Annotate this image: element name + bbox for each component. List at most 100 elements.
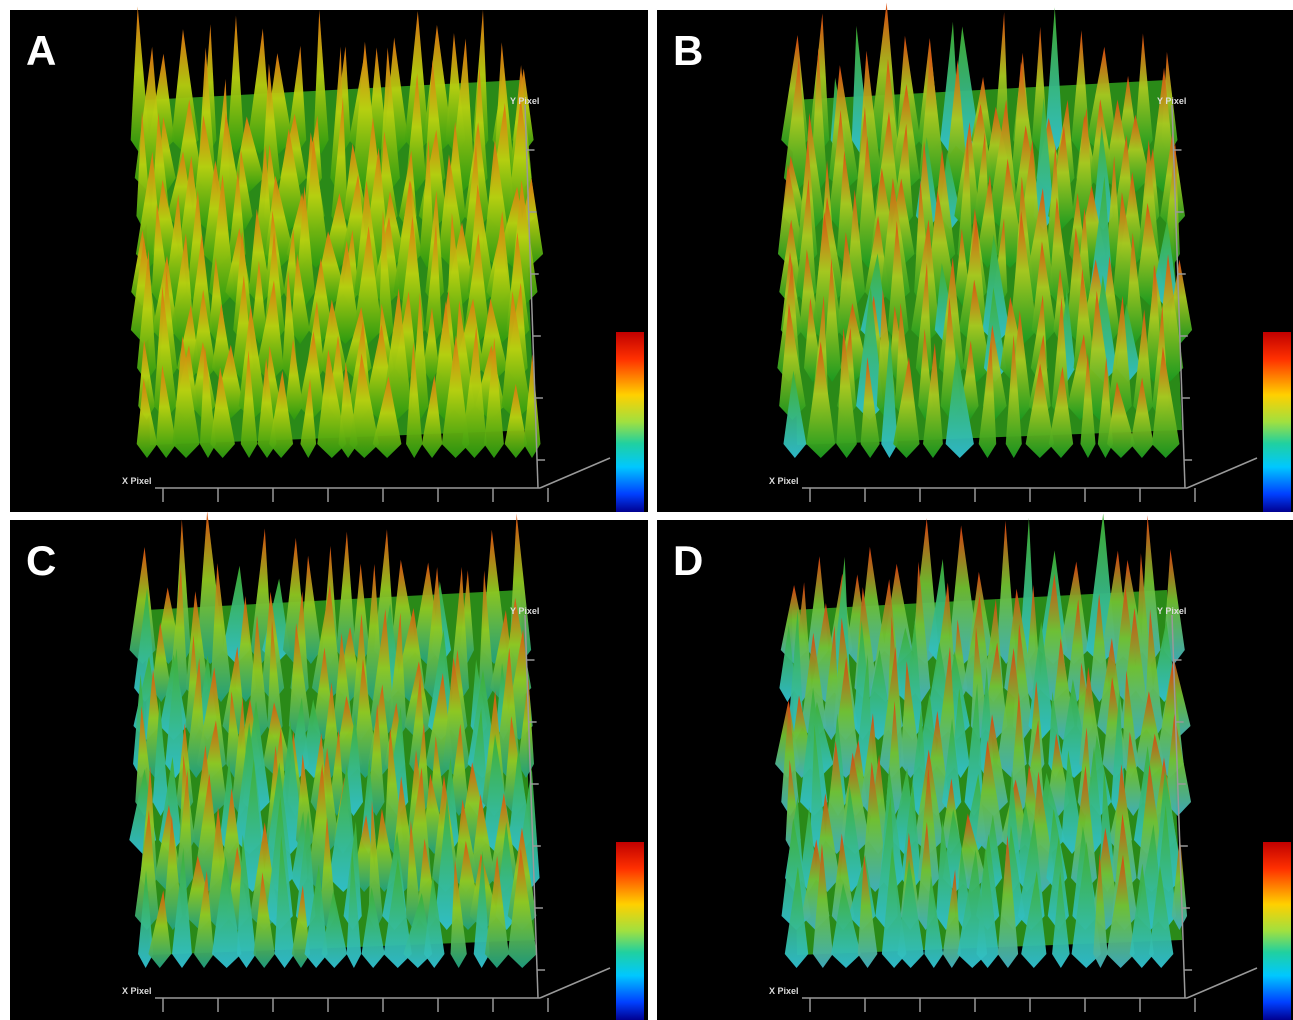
surface-spike — [777, 164, 805, 268]
surface-spike — [1033, 97, 1055, 230]
panel-label: B — [673, 27, 703, 74]
surface-spike — [945, 59, 968, 192]
surface-spike — [982, 234, 1010, 344]
surface-spike — [274, 835, 295, 968]
surface-spike — [369, 609, 395, 740]
surface-spike — [163, 814, 183, 930]
y-axis-label: Y Pixel — [510, 606, 539, 616]
surface-spike — [153, 286, 177, 420]
surface-spike — [887, 220, 909, 344]
x-axis-label: X Pixel — [769, 476, 799, 486]
surface-spike — [812, 843, 833, 968]
surface-spike — [247, 28, 272, 154]
surface-spike — [1061, 750, 1083, 854]
surface-spike — [300, 378, 317, 458]
surface-spike — [893, 356, 920, 458]
y-axis-label: Y Pixel — [510, 96, 539, 106]
surface-spike — [134, 810, 159, 930]
surface-spike — [1164, 713, 1192, 816]
surface-spike — [239, 759, 266, 892]
surface-spike — [423, 307, 439, 382]
surface-spike — [191, 289, 216, 382]
surface-spike — [256, 280, 284, 382]
surface-spike — [267, 620, 283, 740]
surface-spike — [922, 342, 943, 458]
surface-spike — [300, 555, 322, 664]
surface-spike — [942, 718, 962, 816]
surface-spike — [1130, 377, 1154, 458]
surface-spike — [1106, 854, 1135, 968]
surface-spike — [948, 525, 979, 664]
x-axis-label: X Pixel — [769, 986, 799, 996]
surface-spike — [137, 249, 156, 382]
surface-spike — [473, 850, 490, 968]
surface-spike — [172, 848, 192, 968]
surface-spike — [864, 649, 892, 740]
surface-spike — [372, 808, 396, 892]
surface-spike — [321, 890, 348, 968]
surface-spike — [462, 326, 487, 458]
surface-spike — [388, 612, 407, 740]
surface-spike — [235, 595, 257, 702]
surface-spike — [240, 350, 258, 458]
surface-spike — [405, 820, 422, 930]
surface-spike — [383, 858, 412, 968]
surface-spike — [1010, 211, 1038, 344]
surface-spike — [975, 740, 1005, 854]
surface-spike — [942, 869, 961, 968]
surface-spike — [199, 345, 217, 458]
surface-spike — [421, 375, 443, 458]
surface-spike — [1133, 309, 1153, 420]
surface-spike — [1005, 334, 1022, 458]
surface-spike — [406, 342, 423, 458]
panel: B Y Pixel X Pixel — [657, 2, 1293, 523]
surface-spike — [881, 331, 898, 458]
surface-spike — [419, 139, 435, 268]
panel: D Y Pixel X Pixel — [657, 513, 1293, 1020]
surface-spike — [1106, 155, 1121, 268]
surface-spike — [285, 338, 303, 420]
surface-spike — [779, 624, 796, 702]
surface-spike — [152, 700, 169, 816]
surface-spike — [1151, 346, 1180, 458]
surface-spike — [831, 882, 861, 968]
surface-spike — [329, 729, 345, 816]
surface-spike — [501, 291, 531, 420]
surface-spike — [1107, 381, 1135, 458]
surface-spike — [976, 846, 999, 968]
surface-spike — [996, 520, 1016, 664]
y-axis-label: Y Pixel — [1157, 606, 1186, 616]
surface-spike — [784, 866, 809, 968]
surface-spike — [248, 208, 271, 306]
surface-spike — [1080, 353, 1096, 458]
panel-label: A — [26, 27, 56, 74]
surface-spike — [836, 327, 857, 458]
y-axis-label: Y Pixel — [1157, 96, 1186, 106]
surface-spike — [1073, 268, 1096, 382]
surface-spike — [288, 623, 311, 740]
surface-spike — [372, 376, 402, 458]
axis-line — [1186, 457, 1258, 489]
surface-spike — [1021, 870, 1047, 968]
surface-spike — [136, 378, 158, 458]
surface-spike — [251, 260, 267, 344]
surface-spike — [172, 335, 200, 458]
surface-spike — [367, 703, 385, 816]
surface-spike — [507, 847, 537, 968]
surface-spike — [210, 367, 235, 458]
surface-spike — [1047, 733, 1070, 816]
surface-spike — [346, 848, 362, 968]
surface-spike — [1148, 865, 1174, 968]
surface-spike — [441, 335, 470, 458]
surface-spike — [951, 688, 970, 778]
surface-spike — [138, 869, 154, 968]
surface-spike — [801, 632, 827, 740]
surface-spike — [423, 874, 445, 968]
colorbar — [1263, 842, 1291, 1020]
surface-spike — [425, 223, 443, 344]
surface-spike — [1087, 46, 1117, 154]
surface-spike — [479, 298, 508, 382]
surface-spike — [262, 702, 292, 778]
surface-spike — [1090, 593, 1109, 702]
